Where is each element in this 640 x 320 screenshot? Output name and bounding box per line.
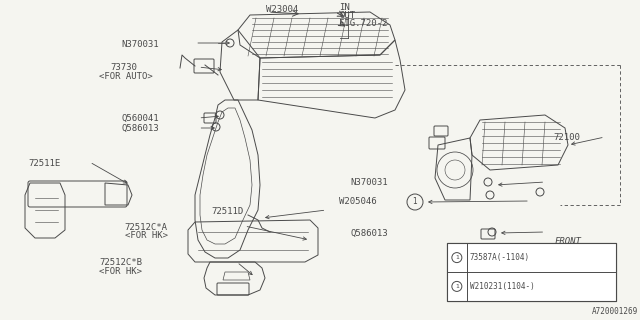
Text: 72511E: 72511E bbox=[29, 159, 61, 168]
Text: <FOR HK>: <FOR HK> bbox=[99, 267, 142, 276]
Text: Q560041: Q560041 bbox=[122, 114, 159, 123]
Text: 72512C*A: 72512C*A bbox=[125, 223, 168, 232]
Text: Q586013: Q586013 bbox=[351, 229, 388, 238]
Text: FIG.720-2: FIG.720-2 bbox=[339, 19, 388, 28]
Text: W205046: W205046 bbox=[339, 197, 377, 206]
Text: OUT: OUT bbox=[339, 11, 355, 20]
Text: W23004: W23004 bbox=[266, 5, 298, 14]
Text: IN: IN bbox=[339, 3, 350, 12]
Text: 1: 1 bbox=[455, 284, 459, 289]
Text: A720001269: A720001269 bbox=[592, 307, 638, 316]
Text: Q586013: Q586013 bbox=[122, 124, 159, 132]
Text: W210231(1104-): W210231(1104-) bbox=[470, 282, 535, 291]
FancyBboxPatch shape bbox=[447, 243, 616, 301]
Text: 73587A(-1104): 73587A(-1104) bbox=[470, 253, 530, 262]
Text: 72100: 72100 bbox=[554, 133, 580, 142]
Bar bbox=[447, 243, 616, 301]
Text: N370031: N370031 bbox=[122, 40, 159, 49]
Text: 1: 1 bbox=[455, 255, 459, 260]
Text: 73730: 73730 bbox=[111, 63, 138, 72]
Text: FRONT: FRONT bbox=[555, 237, 582, 246]
Text: <FOR HK>: <FOR HK> bbox=[125, 231, 168, 240]
Text: 72511D: 72511D bbox=[211, 207, 243, 216]
Text: N370031: N370031 bbox=[351, 178, 388, 187]
Text: <FOR AUTO>: <FOR AUTO> bbox=[99, 72, 153, 81]
Text: 72512C*B: 72512C*B bbox=[99, 258, 142, 267]
Text: 1: 1 bbox=[413, 197, 417, 206]
